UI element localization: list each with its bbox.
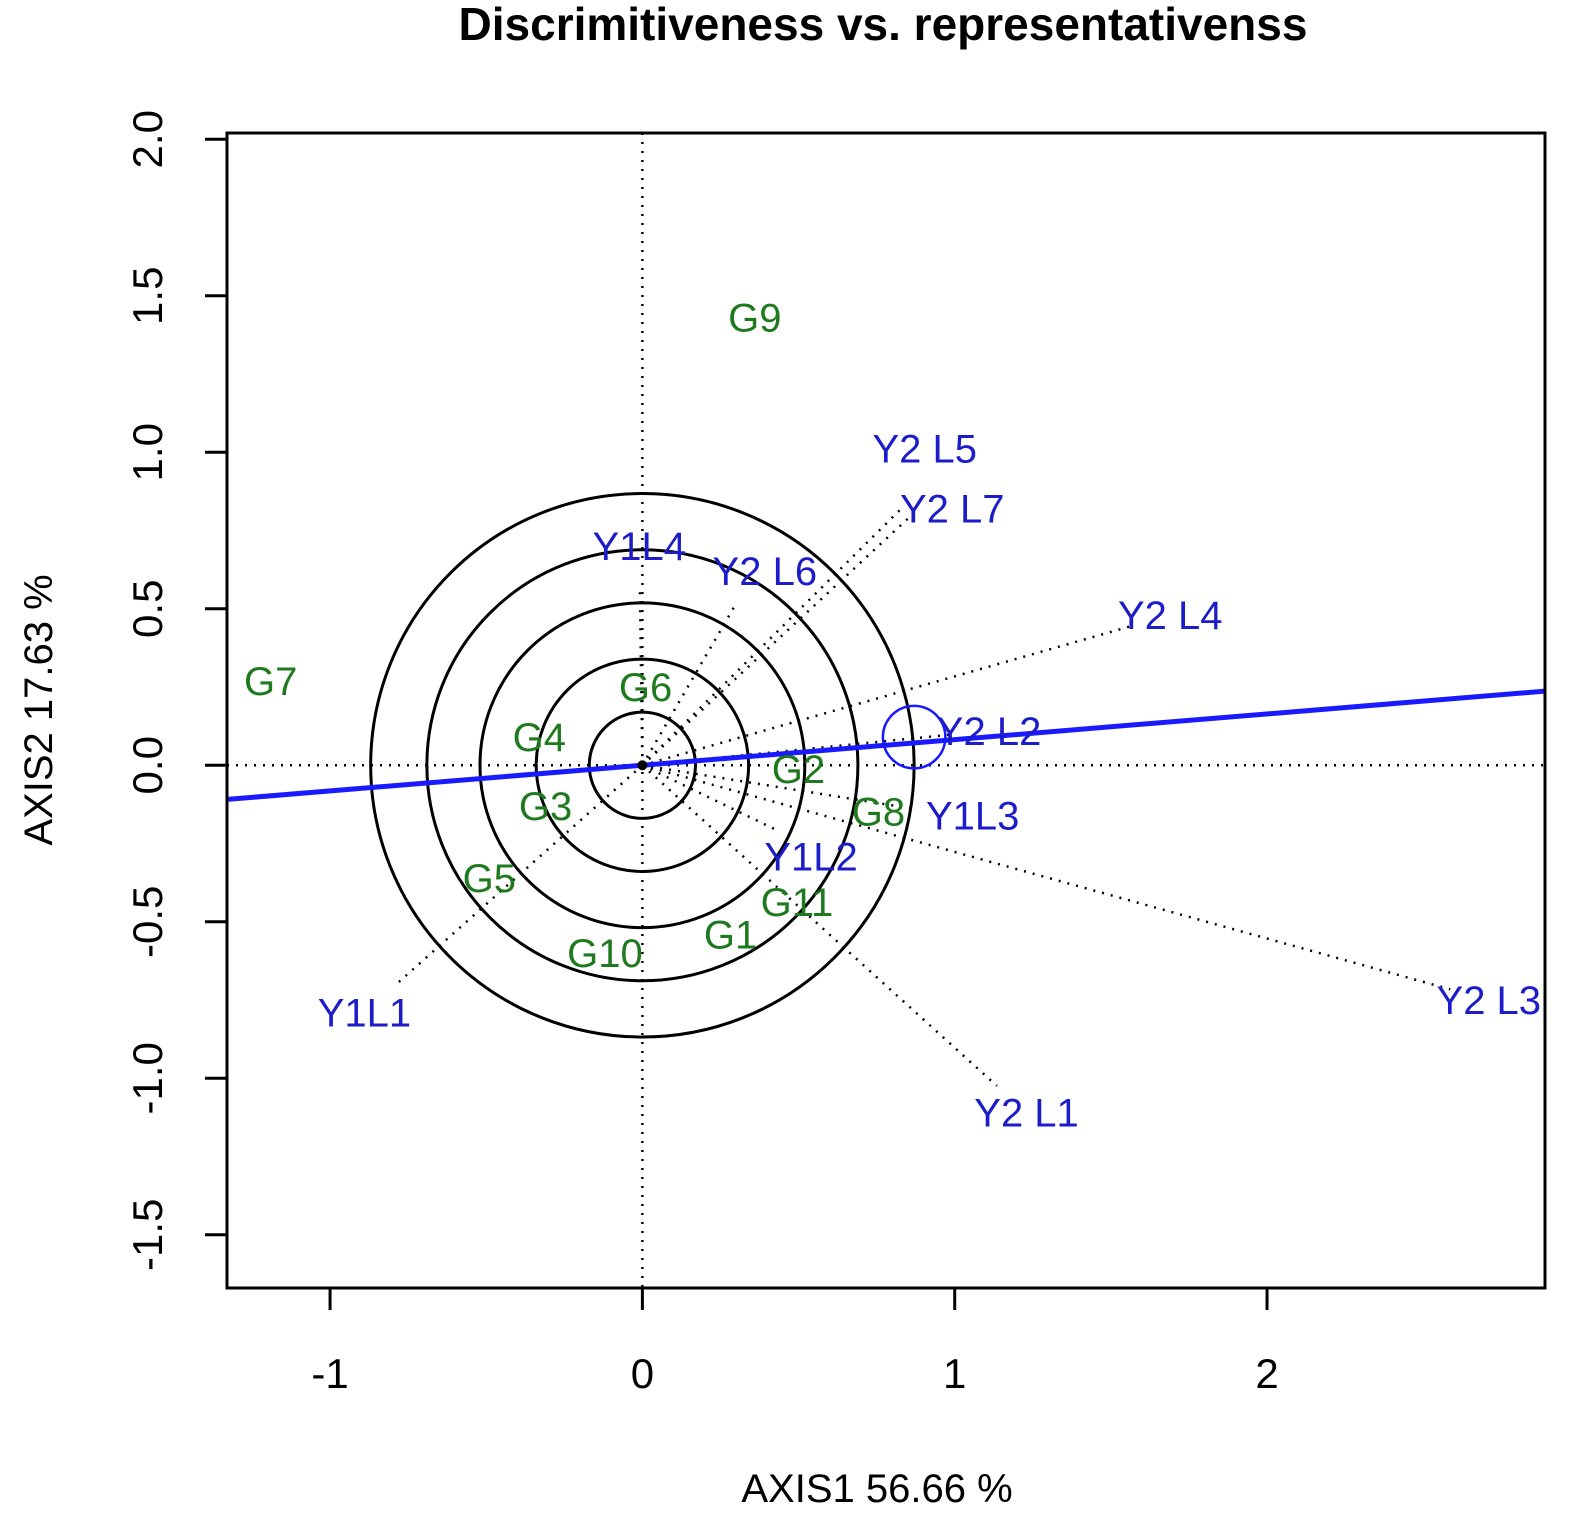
concentric-circle-2 [534,657,751,873]
y-tick-label: -0.5 [124,886,171,958]
y-tick-label: 1.5 [124,267,171,325]
plot-frame [225,131,1547,1290]
genotype-label-g2: G2 [772,748,825,792]
y-axis-label: AXIS2 17.63 % [17,574,61,845]
y-tick-label: -1.5 [124,1199,171,1271]
environment-label-y1l1: Y1L1 [318,992,411,1036]
environment-vector-y1l3 [642,764,916,811]
genotype-label-g1: G1 [704,914,757,958]
environment-vector-y1l1 [393,764,644,987]
x-tick-label: -1 [311,1350,348,1397]
y-tick-label: 0.5 [124,580,171,638]
concentric-circle-3 [478,601,807,930]
genotype-label-g7: G7 [244,660,297,704]
x-tick-label: 2 [1255,1350,1278,1397]
y-tick-label: 2.0 [124,110,171,168]
genotype-label-g4: G4 [513,716,566,760]
average-environment-axis [227,688,1545,802]
genotype-label-g6: G6 [619,666,672,710]
genotype-label-g9: G9 [728,297,781,341]
genotype-label-g5: G5 [463,857,516,901]
concentric-circle-4 [425,548,860,983]
environment-label-y1l4: Y1L4 [593,525,686,569]
chart-title: Discrimitiveness vs. representativenss [459,0,1308,50]
environment-label-y2l6: Y2 L6 [713,550,818,594]
environment-label-y1l3: Y1L3 [926,794,1019,838]
origin-point [637,760,648,771]
environment-label-y2l3: Y2 L3 [1437,979,1542,1023]
genotype-label-g11: G11 [761,881,834,925]
environment-label-y1l2: Y1L2 [764,836,857,880]
x-tick-label: 1 [943,1350,966,1397]
environment-label-y2l4: Y2 L4 [1118,594,1223,638]
environment-vector-y2l4 [642,624,1133,767]
plot-area: G1 G2 G3 G4 G5 G6 G7 G8 G9 G10 G11 Y1L1 Y1L2 Y1L3 Y1L4… [227,133,1545,1288]
environment-vector-y1l2 [641,764,776,831]
genotype-label-g8: G8 [852,791,905,835]
environment-label-y2l7: Y2 L7 [900,488,1005,532]
y-tick-label: -1.0 [124,1042,171,1114]
genotype-label-g3: G3 [519,785,572,829]
concentric-circle-5 [369,492,916,1039]
environment-vector-y2l2 [642,733,950,767]
environment-vector-y2l6 [641,605,736,766]
x-axis-label: AXIS1 56.66 % [741,1467,1012,1511]
environment-vector-y2l7 [641,513,914,767]
concentric-circle-1 [587,710,697,820]
average-environment-circle [881,704,947,770]
y-tick-label: 0.0 [124,736,171,794]
environment-label-y2l2: Y2 L2 [937,710,1042,754]
genotype-label-g10: G10 [567,932,643,976]
environment-label-y2l1: Y2 L1 [974,1092,1079,1136]
y-tick-label: 1.0 [124,423,171,481]
x-tick-label: 0 [631,1350,654,1397]
environment-label-y2l5: Y2 L5 [872,427,977,471]
